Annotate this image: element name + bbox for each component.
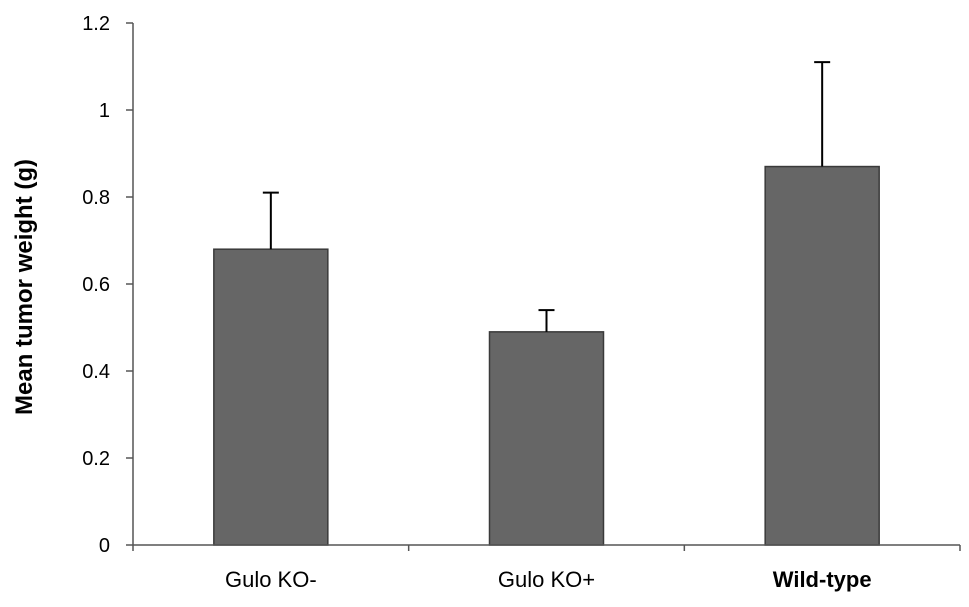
y-tick-label: 0.6 — [82, 274, 110, 296]
y-tick-label: 0.8 — [82, 187, 110, 209]
bar — [488, 331, 605, 546]
x-axis — [132, 544, 961, 551]
error-bars — [262, 61, 831, 332]
y-tick-label: 1.2 — [82, 13, 110, 35]
error-bar — [538, 309, 555, 332]
x-category-label: Gulo KO+ — [498, 567, 595, 592]
bars — [213, 165, 880, 546]
bar — [764, 165, 880, 546]
y-axis-ticks: 0 0.2 0.4 0.6 0.8 1 1.2 — [82, 13, 134, 557]
error-bar — [262, 191, 279, 250]
x-axis-labels: Gulo KO- Gulo KO+ Wild-type — [225, 567, 872, 592]
y-tick-label: 0.2 — [82, 448, 110, 470]
y-axis-title: Mean tumor weight (g) — [11, 159, 38, 415]
y-tick-label: 0 — [99, 535, 110, 557]
x-category-label: Wild-type — [773, 567, 872, 592]
error-bar — [814, 61, 831, 167]
y-tick-label: 0.4 — [82, 361, 110, 383]
x-category-label: Gulo KO- — [225, 567, 317, 592]
bar — [213, 248, 329, 546]
y-tick-label: 1 — [99, 100, 110, 122]
